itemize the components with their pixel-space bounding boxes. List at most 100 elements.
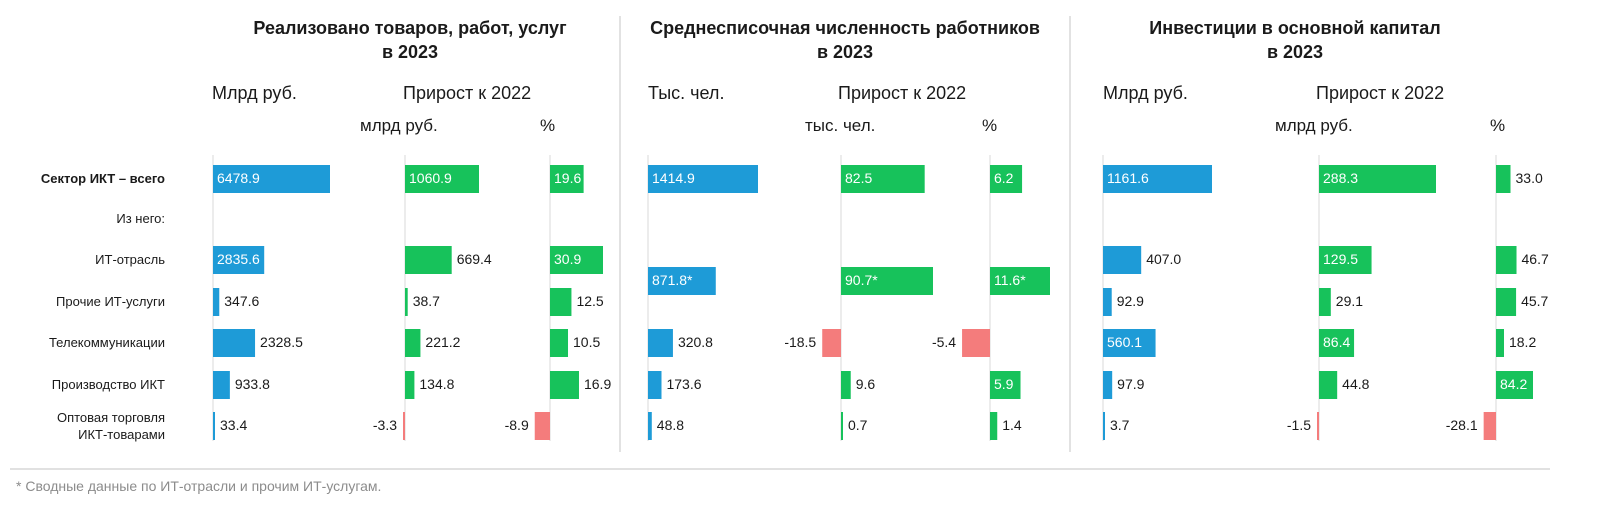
data-label: 1414.9	[652, 170, 695, 186]
bar	[405, 288, 408, 316]
bar	[990, 267, 1050, 295]
bar	[1496, 371, 1533, 399]
bar	[213, 288, 220, 316]
bar	[1496, 329, 1504, 357]
bar	[990, 412, 998, 440]
bar	[841, 267, 933, 295]
column-head: Млрд руб.	[212, 83, 297, 103]
data-label: 5.9	[994, 376, 1014, 392]
bar	[550, 246, 603, 274]
row-label: Сектор ИКТ – всего	[40, 171, 165, 186]
column-subhead: млрд руб.	[360, 116, 438, 135]
bar	[841, 412, 843, 440]
data-label: -3.3	[372, 417, 397, 433]
panel-title: Среднесписочная численность работников	[650, 18, 1040, 38]
data-label: 19.6	[554, 170, 582, 186]
data-label: -5.4	[931, 334, 957, 350]
data-label: 48.8	[656, 417, 685, 433]
data-label: 9.6	[855, 376, 876, 392]
row-label: Производство ИКТ	[51, 377, 165, 392]
bar	[990, 371, 1021, 399]
column-subhead: тыс. чел.	[805, 116, 876, 135]
bar	[841, 165, 925, 193]
growth-label: Прирост к 2022	[838, 83, 967, 103]
bar	[1496, 288, 1517, 316]
bar	[405, 329, 421, 357]
bar	[405, 246, 452, 274]
panel-title: Инвестиции в основной капитал	[1149, 18, 1441, 38]
panel-title: в 2023	[381, 42, 439, 62]
bar	[403, 412, 405, 440]
bar	[962, 329, 990, 357]
bar	[1103, 371, 1113, 399]
panel-title: в 2023	[816, 42, 874, 62]
footnote: * Сводные данные по ИТ-отрасли и прочим …	[16, 478, 382, 494]
data-label: 92.9	[1116, 293, 1144, 309]
data-label: -28.1	[1445, 417, 1478, 433]
panel-title: в 2023	[1266, 42, 1324, 62]
bar	[1496, 246, 1517, 274]
data-label: 29.1	[1335, 293, 1364, 309]
row-label: Оптовая торговля	[56, 410, 165, 425]
bar	[841, 371, 851, 399]
bar	[1496, 165, 1511, 193]
data-label: 82.5	[845, 170, 873, 186]
data-label: 12.5	[576, 293, 604, 309]
data-label: 0.7	[848, 417, 868, 433]
bar	[405, 165, 479, 193]
panel-title: Реализовано товаров, работ, услуг	[253, 18, 567, 38]
bar	[648, 267, 716, 295]
bar	[550, 329, 569, 357]
data-label: 33.0	[1515, 170, 1543, 186]
data-label: 18.2	[1508, 334, 1537, 350]
data-label: 6.2	[994, 170, 1014, 186]
bar	[213, 412, 215, 440]
bar	[1319, 165, 1436, 193]
bar	[213, 246, 265, 274]
data-label: 560.1	[1107, 334, 1143, 350]
bar	[550, 371, 579, 399]
bar	[1483, 412, 1496, 440]
bar	[990, 165, 1023, 193]
bar	[1103, 165, 1212, 193]
data-label: 173.6	[666, 376, 702, 392]
growth-label: Прирост к 2022	[403, 83, 532, 103]
data-label: 44.8	[1342, 376, 1370, 392]
data-label: 871.8*	[652, 272, 693, 288]
bar	[1103, 412, 1105, 440]
data-label: 3.7	[1110, 417, 1130, 433]
data-label: -1.5	[1286, 417, 1311, 433]
data-label: 407.0	[1146, 251, 1182, 267]
data-label: 38.7	[412, 293, 440, 309]
row-label: ИКТ-товарами	[78, 427, 165, 442]
row-label: Из него:	[116, 211, 165, 226]
column-subhead: млрд руб.	[1275, 116, 1353, 135]
bar	[822, 329, 841, 357]
row-label: ИТ-отрасль	[95, 252, 165, 267]
data-label: 46.7	[1521, 251, 1549, 267]
data-label: 134.8	[419, 376, 455, 392]
data-label: 1060.9	[409, 170, 452, 186]
bar	[550, 288, 572, 316]
bar	[1319, 288, 1331, 316]
data-label: 288.3	[1323, 170, 1359, 186]
data-label: 320.8	[677, 334, 713, 350]
bar	[550, 165, 584, 193]
bar	[1319, 329, 1355, 357]
data-label: 97.9	[1117, 376, 1145, 392]
bar	[1103, 288, 1112, 316]
data-label: 6478.9	[217, 170, 260, 186]
data-label: 16.9	[583, 376, 612, 392]
data-label: 669.4	[456, 251, 492, 267]
bar	[1317, 412, 1319, 440]
data-label: 30.9	[554, 251, 582, 267]
data-label: 86.4	[1323, 334, 1351, 350]
data-label: 11.6*	[994, 272, 1026, 288]
growth-label: Прирост к 2022	[1316, 83, 1445, 103]
column-subhead: %	[1490, 116, 1506, 135]
row-label: Телекоммуникации	[48, 335, 165, 350]
bar	[648, 165, 758, 193]
bar	[534, 412, 550, 440]
column-head: Тыс. чел.	[648, 83, 725, 103]
bar	[1103, 246, 1142, 274]
